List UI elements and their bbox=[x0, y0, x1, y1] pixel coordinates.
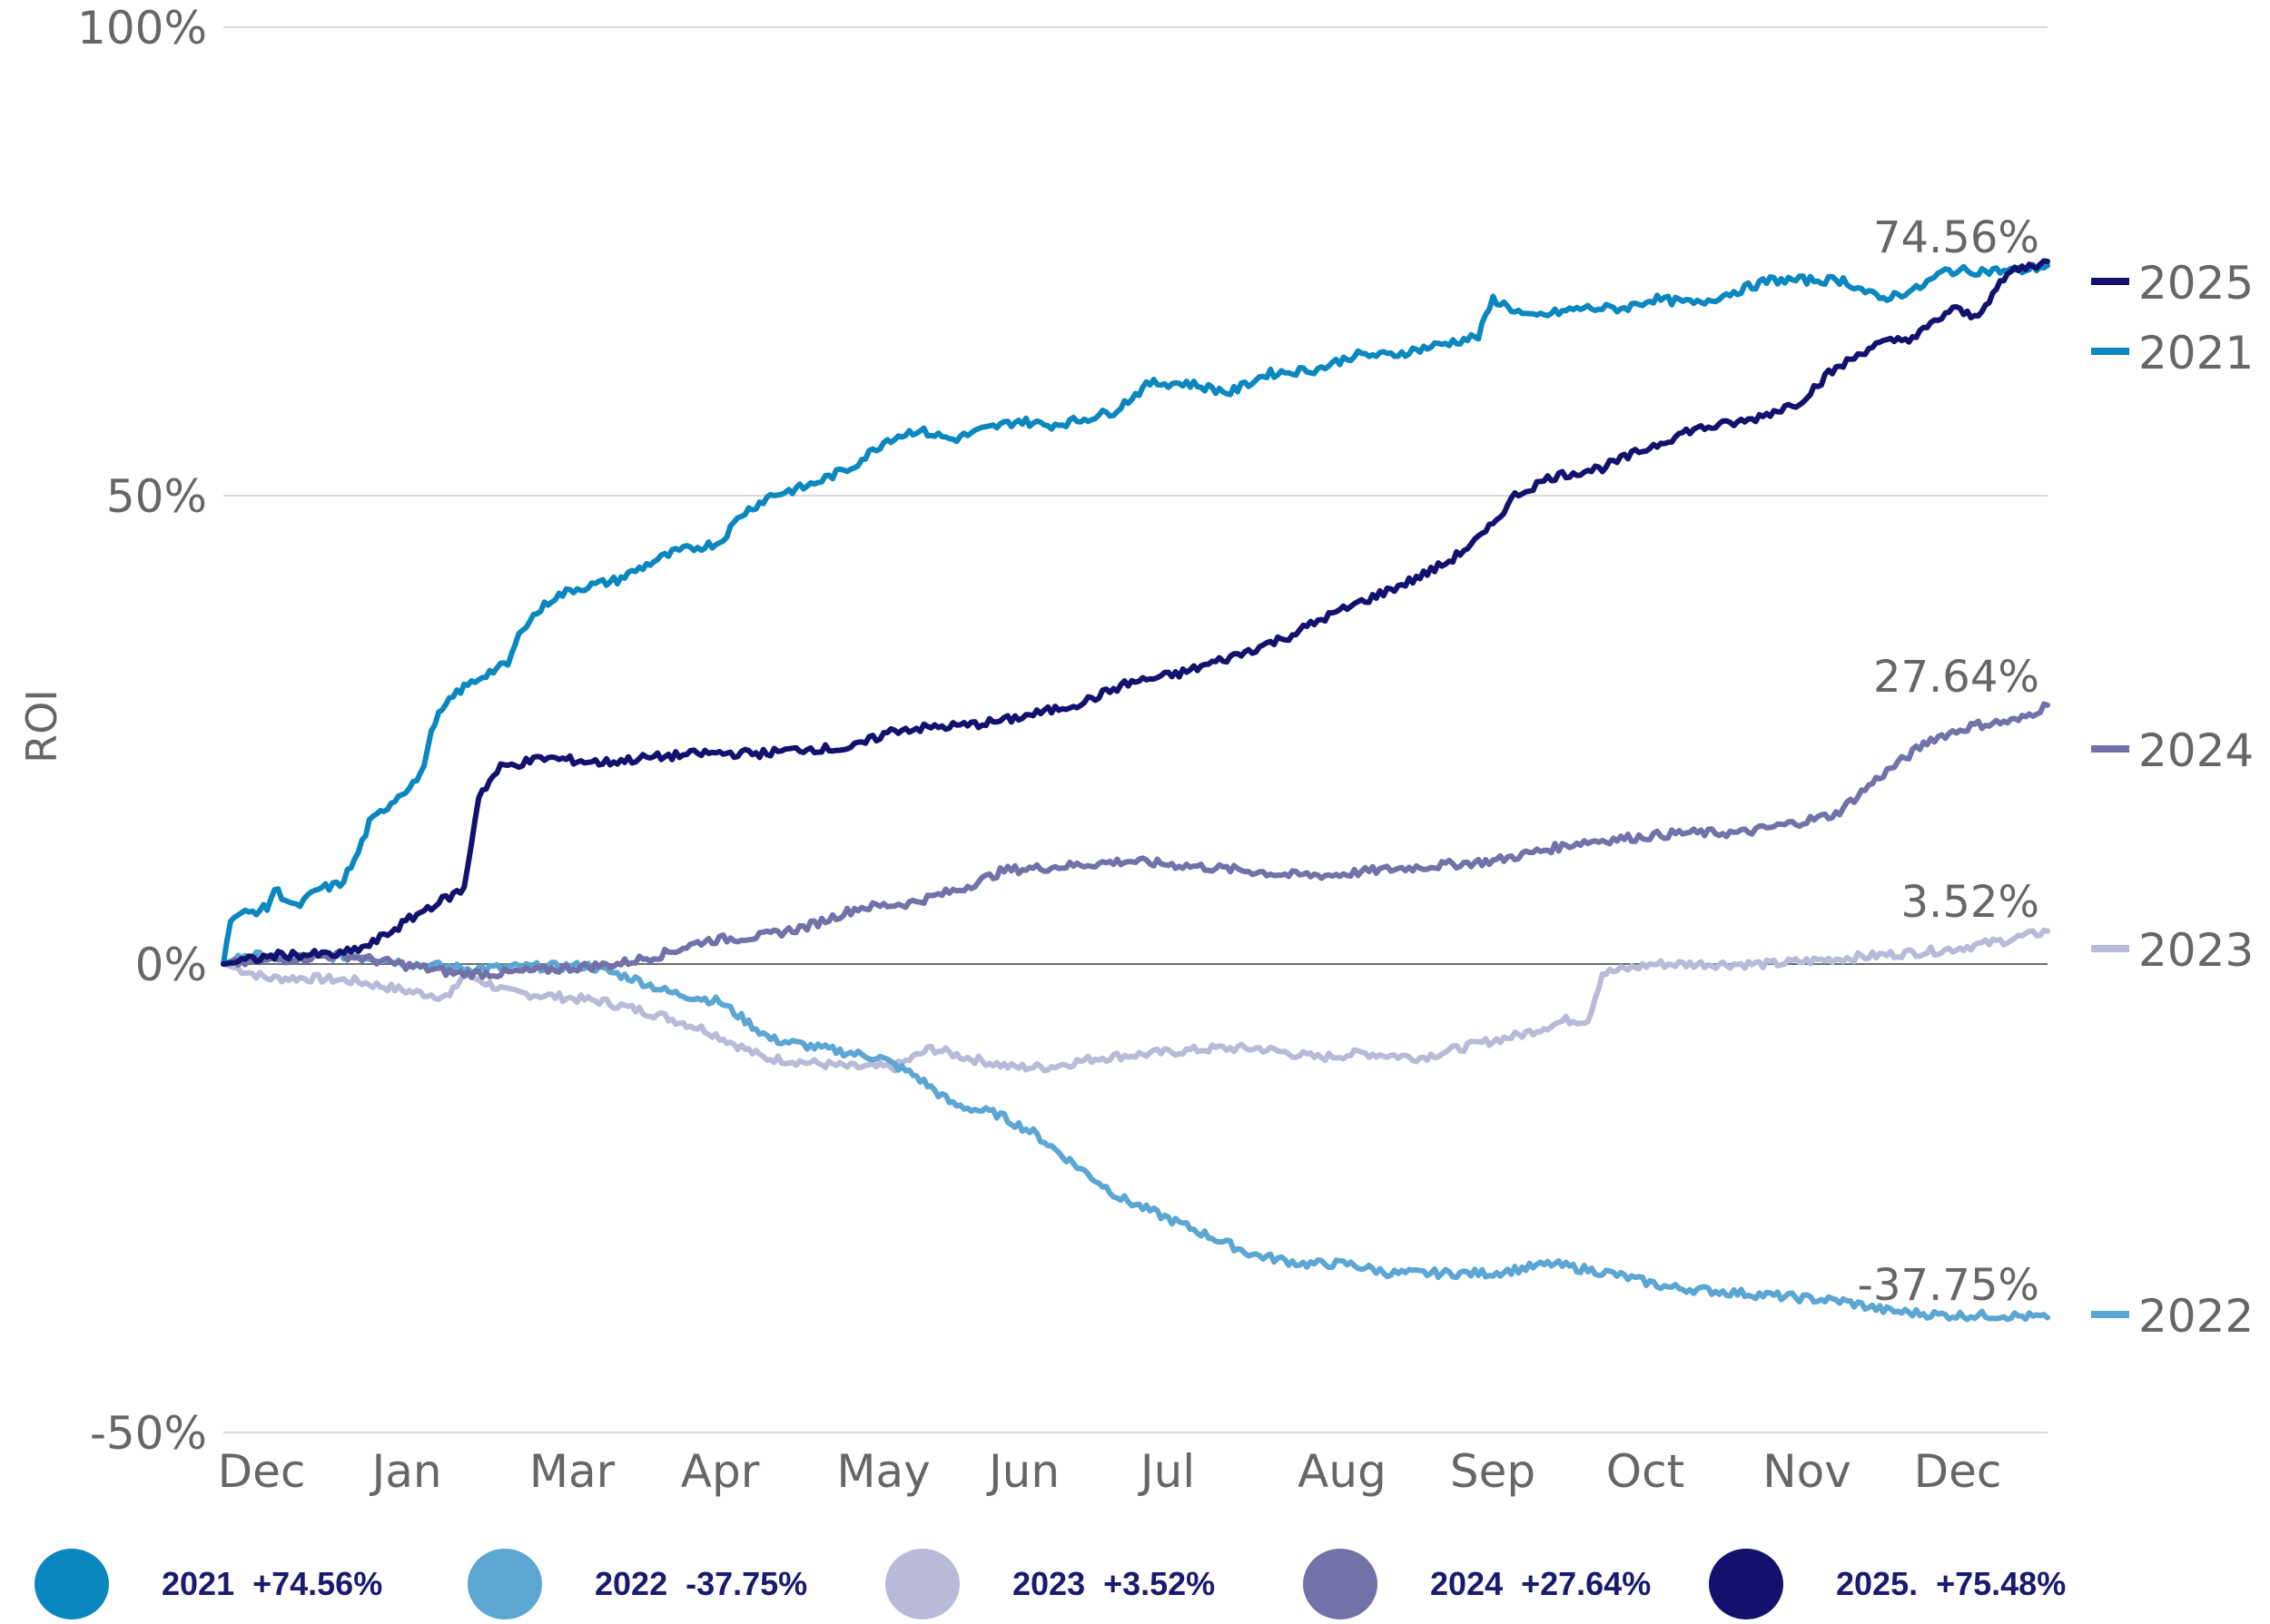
legend-item-2022: 2022 -37.75% bbox=[468, 1549, 808, 1619]
legend-item-2023: 2023 +3.52% bbox=[885, 1549, 1216, 1619]
y-tick-label: -50% bbox=[90, 1407, 207, 1460]
series-end-labels: -37.75% 3.52% 27.64% 74.56% bbox=[1858, 212, 2039, 1311]
x-tick-label: Dec bbox=[218, 1445, 306, 1498]
legend-label-2022: 2022 -37.75% bbox=[595, 1565, 808, 1602]
bottom-legend: 2021 +74.56% 2022 -37.75% 2023 +3.52% 2024 … bbox=[0, 1549, 2270, 1619]
y-axis-ticks: 100% 50% 0% -50% bbox=[77, 2, 207, 1460]
legend-item-2021: 2021 +74.56% bbox=[35, 1549, 383, 1619]
x-tick-label: Dec bbox=[1914, 1445, 2002, 1498]
x-axis-ticks: Dec Jan Mar Apr May Jun Jul Aug Sep Oct Nov Dec bbox=[218, 1445, 2002, 1498]
end-label-2022: -37.75% bbox=[1858, 1260, 2039, 1311]
y-tick-label: 100% bbox=[77, 2, 207, 54]
legend-dot-2023 bbox=[885, 1549, 960, 1619]
right-legend: 2025 2021 2024 2023 2022 bbox=[2091, 257, 2254, 1343]
y-tick-label: 0% bbox=[135, 939, 207, 991]
x-tick-label: May bbox=[836, 1445, 930, 1498]
right-legend-label-2025: 2025 bbox=[2138, 257, 2254, 310]
series-line-2025 bbox=[221, 258, 2050, 967]
right-legend-label-2024: 2024 bbox=[2138, 724, 2254, 777]
legend-dot-2025 bbox=[1709, 1549, 1783, 1619]
legend-label-2024: 2024 +27.64% bbox=[1430, 1565, 1652, 1602]
right-legend-label-2021: 2021 bbox=[2138, 327, 2254, 379]
right-legend-label-2023: 2023 bbox=[2138, 924, 2254, 977]
x-tick-label: Aug bbox=[1298, 1445, 1387, 1498]
x-tick-label: Apr bbox=[681, 1445, 760, 1498]
series-line-2022 bbox=[221, 949, 2050, 1323]
x-tick-label: Jun bbox=[986, 1445, 1060, 1498]
legend-dot-2021 bbox=[35, 1549, 109, 1619]
legend-label-2023: 2023 +3.52% bbox=[1012, 1565, 1216, 1602]
end-label-2024: 27.64% bbox=[1873, 652, 2039, 703]
roi-line-chart: 100% 50% 0% -50% Dec Jan Mar Apr May Jun Jul Aug Se… bbox=[17, 2, 2254, 1498]
x-tick-label: Jul bbox=[1138, 1445, 1195, 1498]
series-line-2024 bbox=[221, 701, 2050, 980]
right-legend-label-2022: 2022 bbox=[2138, 1290, 2254, 1343]
x-tick-label: Sep bbox=[1450, 1445, 1535, 1498]
legend-label-2021: 2021 +74.56% bbox=[162, 1565, 383, 1602]
end-label-2023: 3.52% bbox=[1901, 877, 2039, 928]
legend-dot-2024 bbox=[1303, 1549, 1377, 1619]
y-axis-label: ROI bbox=[17, 689, 66, 763]
series-line-2023 bbox=[221, 927, 2050, 1074]
x-tick-label: Mar bbox=[529, 1445, 616, 1498]
x-tick-label: Nov bbox=[1762, 1445, 1851, 1498]
legend-dot-2022 bbox=[468, 1549, 542, 1619]
y-tick-label: 50% bbox=[106, 470, 207, 523]
gridlines bbox=[223, 26, 2048, 1433]
x-tick-label: Oct bbox=[1606, 1445, 1684, 1498]
series-line-2021 bbox=[221, 261, 2050, 967]
x-tick-label: Jan bbox=[369, 1445, 441, 1498]
series-lines bbox=[221, 258, 2050, 1323]
legend-item-2024: 2024 +27.64% bbox=[1303, 1549, 1652, 1619]
end-label-2025: 74.56% bbox=[1873, 212, 2039, 263]
legend-item-2025: 2025. +75.48% bbox=[1709, 1549, 2067, 1619]
legend-label-2025: 2025. +75.48% bbox=[1836, 1565, 2067, 1602]
